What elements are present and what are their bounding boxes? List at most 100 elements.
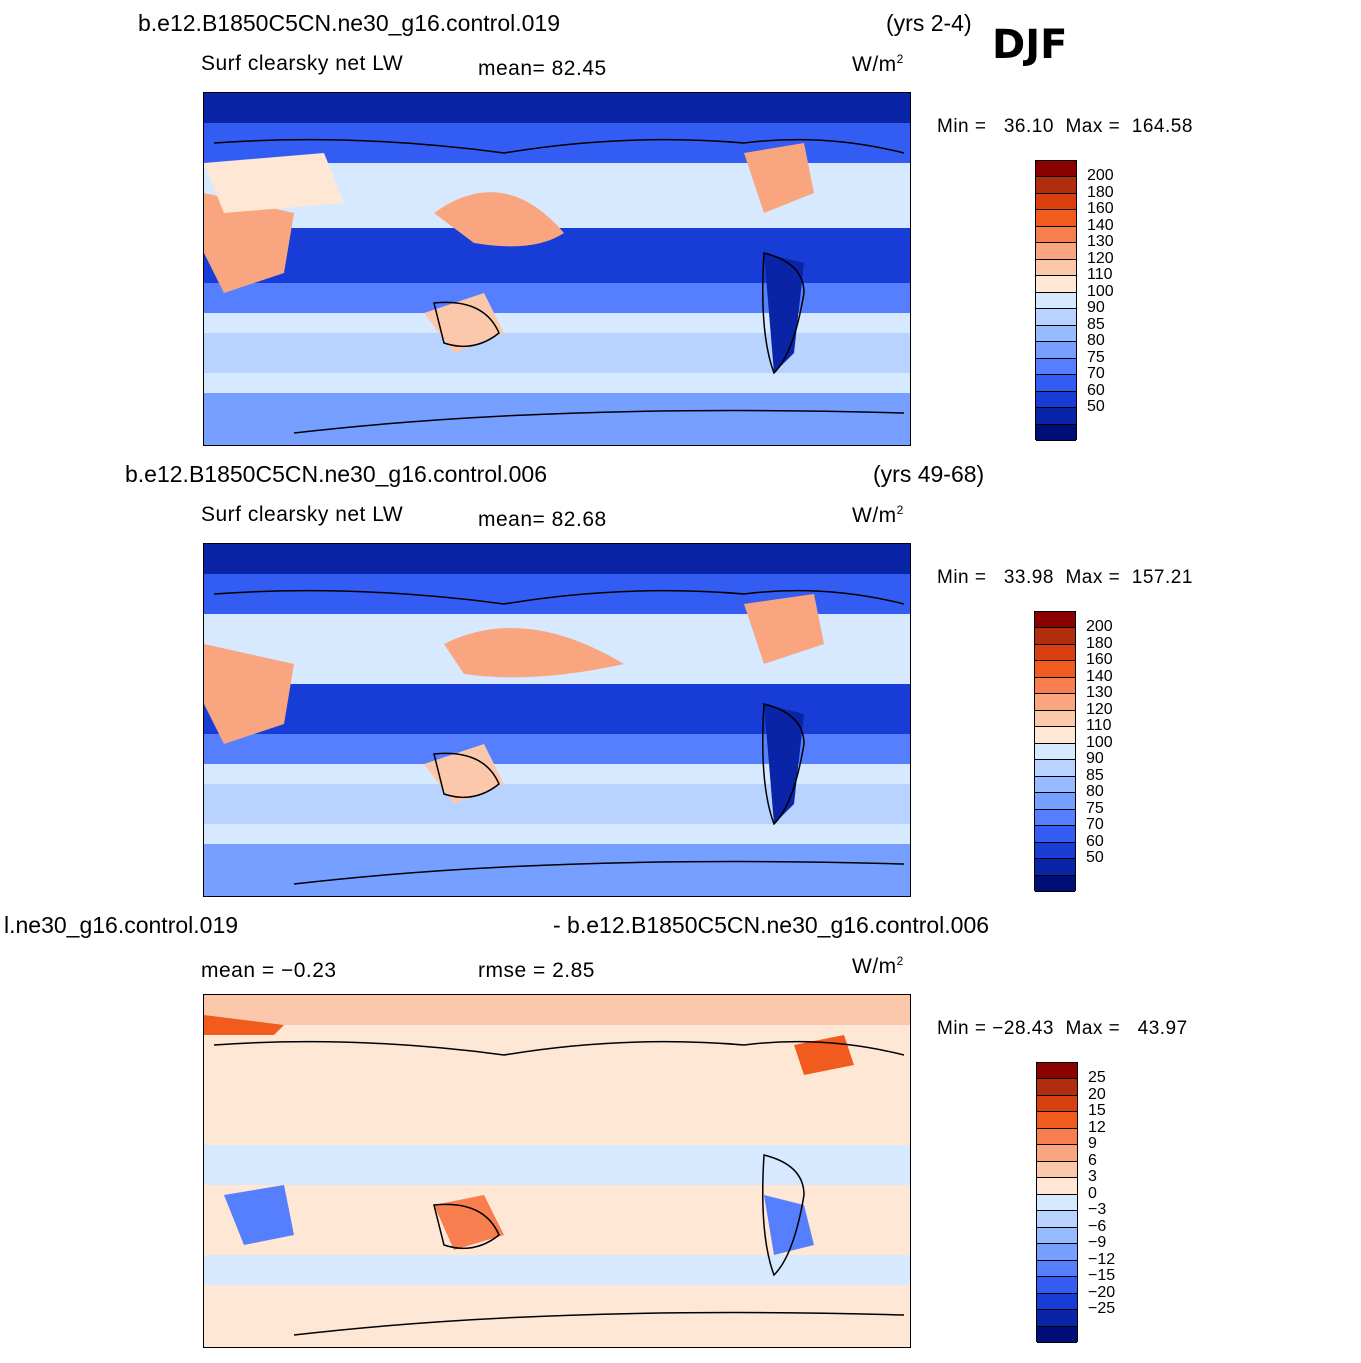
- panel1-colorbar-label: 160: [1087, 200, 1114, 218]
- panel3-case-right: - b.e12.B1850C5CN.ne30_g16.control.006: [553, 912, 990, 938]
- panel1-colorbar-label: 140: [1087, 216, 1114, 234]
- panel1-case-name: b.e12.B1850C5CN.ne30_g16.control.019: [138, 10, 560, 36]
- panel3-colorbar-swatch: [1037, 1277, 1077, 1294]
- panel2-colorbar-swatch: [1035, 677, 1075, 695]
- panel3-colorbar-swatch: [1037, 1063, 1077, 1080]
- panel1-colorbar-swatch: [1036, 309, 1076, 326]
- panel2-colorbar-swatch: [1035, 760, 1075, 777]
- panel1-colorbar-swatch: [1036, 325, 1076, 343]
- panel3-colorbar-swatch: [1037, 1145, 1077, 1162]
- panel1-colorbar-swatch: [1036, 243, 1076, 260]
- panel1-colorbar-swatches: [1035, 160, 1077, 441]
- panel3-colorbar-label: −20: [1088, 1283, 1116, 1301]
- panel2-colorbar-swatch: [1035, 842, 1075, 860]
- panel2-colorbar-label: 50: [1086, 849, 1104, 867]
- panel2-colorbar-label: 80: [1086, 783, 1104, 801]
- panel2-colorbar-swatches: [1034, 611, 1076, 892]
- panel1-colorbar-label: 70: [1087, 365, 1105, 383]
- panel3-map: [203, 994, 911, 1348]
- panel2-colorbar-swatch: [1035, 710, 1075, 728]
- panel3-colorbar-label: −25: [1088, 1300, 1116, 1318]
- panel3-colorbar-label: 25: [1088, 1069, 1106, 1087]
- panel3-colorbar-label: −6: [1088, 1217, 1107, 1235]
- panel3-units: W/m2: [852, 954, 904, 978]
- panel3-colorbar-swatch: [1037, 1095, 1077, 1113]
- panel1-colorbar-label: 200: [1087, 167, 1114, 185]
- panel3-colorbar-swatch: [1037, 1326, 1077, 1343]
- panel2-colorbar-label: 200: [1086, 618, 1113, 636]
- panel1-colorbar-swatch: [1036, 358, 1076, 376]
- panel3-min-max: Min = −28.43 Max = 43.97: [937, 1018, 1188, 1039]
- panel3-colorbar-swatch: [1037, 1293, 1077, 1311]
- panel1-colorbar-swatch: [1036, 375, 1076, 392]
- panel3-colorbar-label: 12: [1088, 1118, 1106, 1136]
- panel3-colorbar-label: 20: [1088, 1085, 1106, 1103]
- panel2-colorbar-swatch: [1035, 661, 1075, 678]
- season-label: DJF: [992, 22, 1068, 68]
- panel1-colorbar-label: 80: [1087, 332, 1105, 350]
- panel1-colorbar-swatch: [1036, 391, 1076, 409]
- panel3-colorbar-swatch: [1037, 1178, 1077, 1195]
- panel3-colorbar-swatch: [1037, 1128, 1077, 1146]
- panel1-colorbar-label: 60: [1087, 381, 1105, 399]
- panel2-years: (yrs 49-68): [873, 461, 985, 487]
- panel1-colorbar-swatch: [1036, 292, 1076, 310]
- panel1-colorbar-label: 75: [1087, 348, 1105, 366]
- panel1-colorbar-swatch: [1036, 408, 1076, 425]
- panel1-units: W/m2: [852, 52, 904, 76]
- panel2-map: [203, 543, 911, 897]
- panel2-colorbar-label: 160: [1086, 651, 1113, 669]
- panel1-colorbar-label: 120: [1087, 249, 1114, 267]
- panel3-colorbar-swatch: [1037, 1244, 1077, 1261]
- panel2-colorbar-swatch: [1035, 859, 1075, 876]
- panel1-map: [203, 92, 911, 446]
- panel2-colorbar-label: 90: [1086, 750, 1104, 768]
- panel2-colorbar-label: 180: [1086, 634, 1113, 652]
- panel1-colorbar-swatch: [1036, 226, 1076, 244]
- panel3-colorbar-swatch: [1037, 1194, 1077, 1212]
- panel2-colorbar-label: 85: [1086, 766, 1104, 784]
- panel2-colorbar-label: 110: [1086, 717, 1112, 735]
- panel2-units: W/m2: [852, 503, 904, 527]
- panel3-rmse: rmse = 2.85: [478, 959, 595, 982]
- panel2-case-name: b.e12.B1850C5CN.ne30_g16.control.006: [125, 461, 547, 487]
- panel2-colorbar-swatch: [1035, 727, 1075, 744]
- panel3-colorbar-label: 15: [1088, 1102, 1106, 1120]
- panel1-min-max: Min = 36.10 Max = 164.58: [937, 116, 1193, 137]
- panel1-colorbar-label: 130: [1087, 233, 1114, 251]
- panel3-colorbar-swatch: [1037, 1161, 1077, 1179]
- panel1-years: (yrs 2-4): [886, 10, 972, 36]
- panel2-colorbar-swatch: [1035, 743, 1075, 761]
- panel3-mean: mean = −0.23: [201, 959, 337, 982]
- panel1-colorbar-swatch: [1036, 210, 1076, 227]
- panel2-colorbar-swatch: [1035, 628, 1075, 645]
- panel2-colorbar-swatch: [1035, 776, 1075, 794]
- panel1-colorbar-label: 100: [1087, 282, 1114, 300]
- panel2-colorbar-label: 140: [1086, 667, 1113, 685]
- panel1-colorbar-swatch: [1036, 161, 1076, 178]
- panel1-colorbar-label: 110: [1087, 266, 1113, 284]
- panel3-colorbar-swatch: [1037, 1211, 1077, 1228]
- panel1-colorbar-swatch: [1036, 193, 1076, 211]
- panel3-colorbar-swatch: [1037, 1079, 1077, 1096]
- panel3-colorbar-swatch: [1037, 1227, 1077, 1245]
- panel3-colorbar-label: −9: [1088, 1234, 1107, 1252]
- panel1-colorbar-label: 90: [1087, 299, 1105, 317]
- panel2-colorbar-label: 100: [1086, 733, 1113, 751]
- panel1-mean: mean= 82.45: [478, 57, 607, 80]
- panel3-colorbar-swatch: [1037, 1112, 1077, 1129]
- panel2-field-name: Surf clearsky net LW: [201, 503, 404, 526]
- panel2-colorbar-label: 120: [1086, 700, 1113, 718]
- panel2-colorbar-swatch: [1035, 793, 1075, 810]
- panel2-colorbar-swatch: [1035, 826, 1075, 843]
- panel1-colorbar-swatch: [1036, 342, 1076, 359]
- panel2-colorbar-label: 70: [1086, 816, 1104, 834]
- panel3-colorbar-label: −15: [1088, 1267, 1116, 1285]
- panel3-colorbar-label: −3: [1088, 1201, 1107, 1219]
- panel3-colorbar-label: 9: [1088, 1135, 1097, 1153]
- panel2-colorbar-label: 75: [1086, 799, 1104, 817]
- panel3-colorbar-swatches: [1036, 1062, 1078, 1343]
- panel3-colorbar-label: 6: [1088, 1151, 1097, 1169]
- panel2-colorbar-label: 130: [1086, 684, 1113, 702]
- panel3-case-left: l.ne30_g16.control.019: [4, 912, 239, 938]
